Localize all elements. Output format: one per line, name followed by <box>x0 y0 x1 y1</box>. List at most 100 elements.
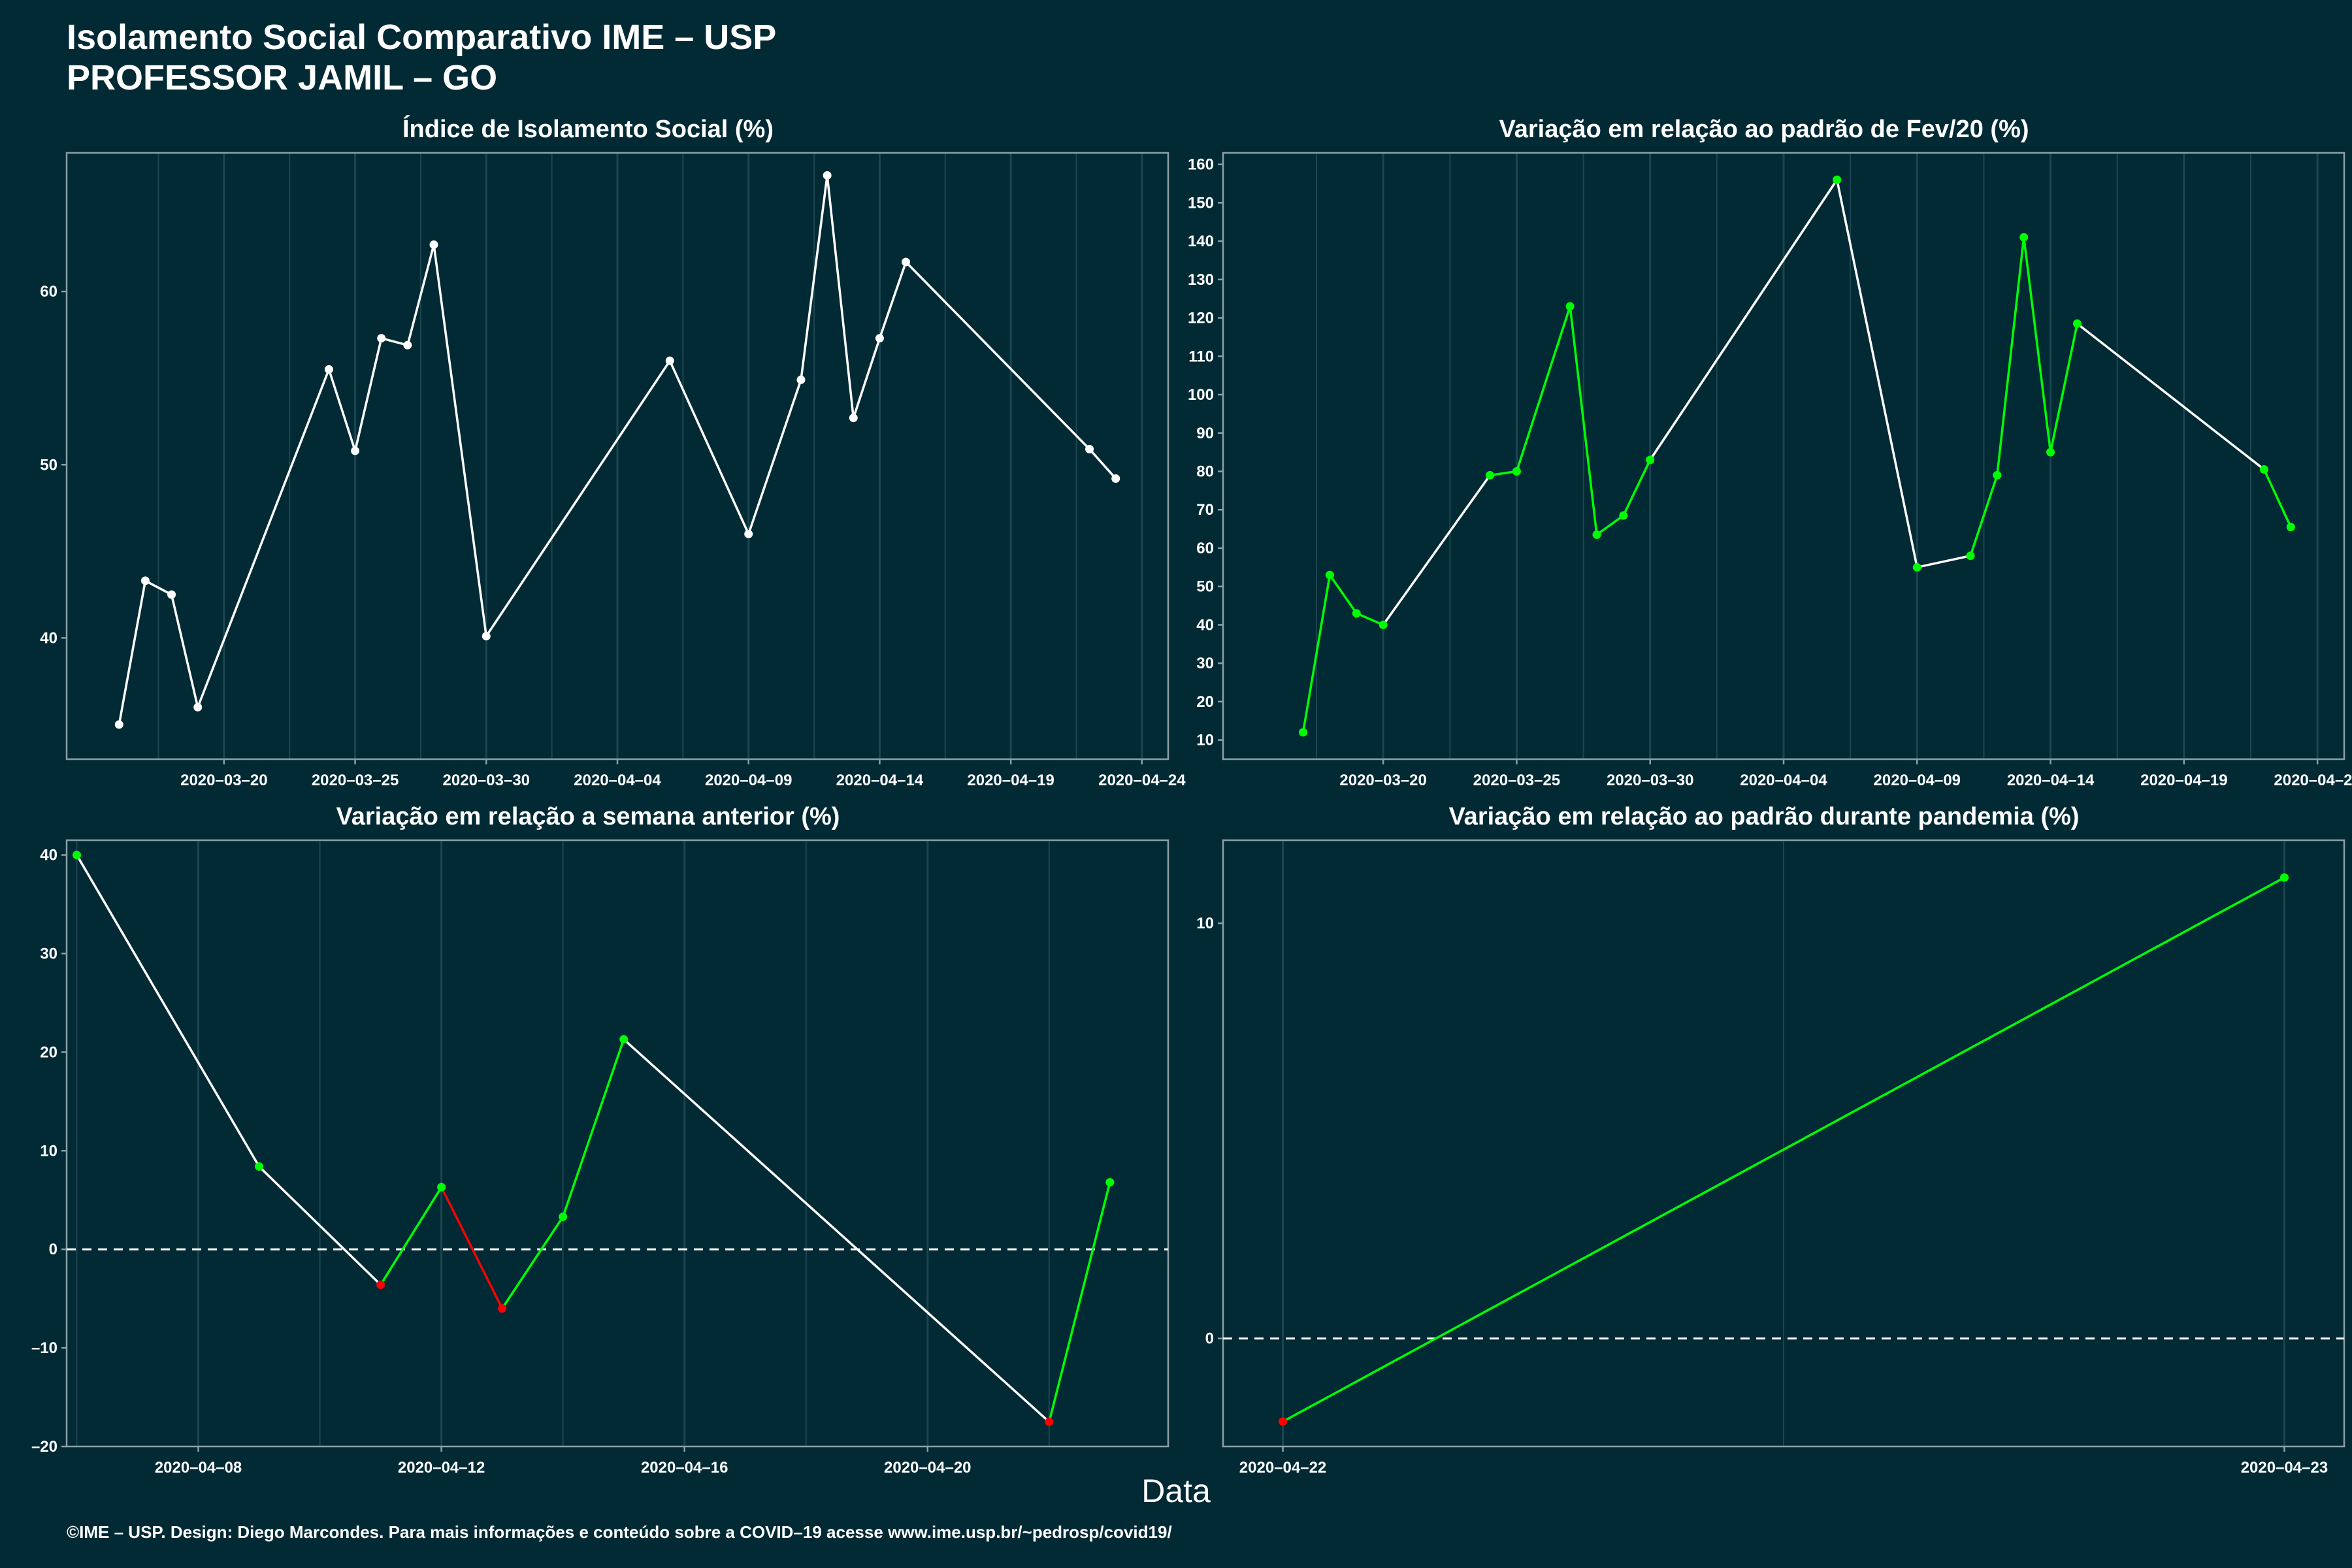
x-tick-label: 2020–03–30 <box>443 772 530 789</box>
y-tick-label: 150 <box>1188 194 1214 212</box>
data-point <box>1379 620 1388 629</box>
plot-isolamento: 40 50 60 2020–03–20 2020–03–25 2020–03–30 2020… <box>40 152 1186 789</box>
series-segment <box>500 1215 564 1310</box>
y-tick-label: –20 <box>31 1438 57 1456</box>
series-segment <box>327 368 357 452</box>
data-point <box>1993 470 2002 480</box>
series-segment <box>440 1186 504 1310</box>
chart-subtitle: PROFESSOR JAMIL – GO <box>67 58 498 97</box>
series-segment <box>196 368 331 709</box>
plot-variacao-pandemia: 0 10 2020–04–22 2020–04–23 <box>1196 839 2345 1477</box>
data-point <box>377 334 386 343</box>
panel-title: Variação em relação ao padrão de Fev/20 … <box>1499 116 2029 143</box>
y-tick-label: 60 <box>40 283 57 301</box>
y-tick-label: 100 <box>1188 386 1214 404</box>
x-tick-label: 2020–04–14 <box>836 772 924 789</box>
x-tick-label: 2020–04–16 <box>641 1459 728 1477</box>
series-segment <box>668 359 750 536</box>
x-tick-label: 2020–04–12 <box>398 1459 485 1477</box>
series-segment <box>2262 468 2293 529</box>
y-tick-label: 10 <box>1196 915 1214 932</box>
y-tick-label: –10 <box>31 1339 57 1357</box>
data-point <box>1111 474 1120 483</box>
data-point <box>1619 511 1628 520</box>
x-tick-label: 2020–04–08 <box>155 1459 242 1477</box>
series-segment <box>353 336 383 452</box>
x-tick-label: 2020–04–23 <box>2241 1459 2328 1477</box>
x-tick-label: 2020–03–20 <box>180 772 267 789</box>
series-segment <box>2022 236 2052 453</box>
data-point <box>1105 1178 1115 1187</box>
series-segment <box>1515 305 1571 473</box>
data-point <box>902 257 911 267</box>
plot-variacao-semana: –20 –10 0 10 20 30 40 2020–04–08 2020–04–12 2020–… <box>31 839 1169 1477</box>
series-segment <box>1835 178 1919 569</box>
data-point <box>140 576 150 585</box>
series-segment <box>904 261 1091 451</box>
panel-isolamento: Índice de Isolamento Social (%) 40 50 60 20… <box>0 115 1186 789</box>
x-tick-label: 2020–04–19 <box>2140 772 2227 789</box>
series-segment <box>1595 514 1625 536</box>
data-point <box>1512 466 1521 476</box>
x-tick-label: 2020–03–20 <box>1339 772 1426 789</box>
series-segment <box>144 580 173 596</box>
x-tick-label: 2020–04–24 <box>1098 772 1186 789</box>
data-point <box>2286 523 2295 532</box>
data-point <box>429 240 438 250</box>
series-segment <box>1648 178 1838 461</box>
series-segment <box>747 378 802 536</box>
series-segment <box>1328 574 1358 615</box>
data-point <box>1045 1417 1054 1426</box>
panel-title: Índice de Isolamento Social (%) <box>402 116 774 143</box>
data-point <box>255 1162 264 1171</box>
plot-border <box>1222 839 2345 1448</box>
data-point <box>167 590 176 599</box>
series-segment <box>800 174 828 382</box>
series-segment <box>1969 474 1999 557</box>
y-tick-label: 40 <box>1196 616 1214 634</box>
data-point <box>1486 470 1495 480</box>
y-tick-label: 90 <box>1196 425 1214 442</box>
panel-variacao-semana: Variação em relação a semana anterior (%… <box>0 802 1176 1477</box>
y-tick-label: 70 <box>1196 501 1214 519</box>
series-segment <box>1048 1181 1111 1424</box>
data-point <box>1646 455 1655 465</box>
data-point <box>114 720 123 729</box>
data-point <box>2279 873 2289 882</box>
series-segment <box>380 336 409 347</box>
y-tick-label: 160 <box>1188 156 1214 174</box>
y-tick-label: 130 <box>1188 271 1214 289</box>
data-point <box>1912 563 1921 572</box>
data-point <box>498 1304 507 1313</box>
y-tick-label: 30 <box>1196 655 1214 672</box>
chart-title: Isolamento Social Comparativo IME – USP <box>67 18 777 57</box>
panel-variacao-fev: Variação em relação ao padrão de Fev/20 … <box>1176 115 2352 789</box>
y-tick-label: 40 <box>40 629 57 647</box>
y-tick-label: 20 <box>1196 693 1214 711</box>
series-segment <box>826 174 855 419</box>
data-point <box>1592 530 1601 539</box>
y-tick-label: 50 <box>40 456 57 474</box>
panel-variacao-pandemia: Variação em relação ao padrão durante pa… <box>1176 802 2352 1477</box>
series-segment <box>1569 305 1598 536</box>
series-segment <box>379 1186 443 1286</box>
series-segment <box>2076 322 2266 471</box>
data-point <box>1565 302 1575 311</box>
data-point <box>665 356 674 365</box>
footer-credits: ©IME – USP. Design: Diego Marcondes. Par… <box>67 1522 1172 1542</box>
data-point <box>875 334 884 343</box>
data-point <box>351 446 360 455</box>
series-segment <box>1088 448 1117 480</box>
plot-variacao-fev: 10 20 30 40 50 60 70 80 90 100 110 120 130 140 150 160 2… <box>1188 152 2352 789</box>
data-point <box>849 414 858 423</box>
x-axis-label: Data <box>1141 1473 1211 1509</box>
series-segment <box>406 243 435 347</box>
x-tick-label: 2020–03–25 <box>1473 772 1560 789</box>
x-tick-label: 2020–04–09 <box>1874 772 1961 789</box>
data-point <box>796 375 806 384</box>
data-point <box>619 1035 629 1044</box>
series-segment <box>1281 876 2286 1423</box>
data-point <box>2259 465 2268 474</box>
y-tick-label: 0 <box>49 1241 57 1258</box>
series-segment <box>170 593 199 709</box>
